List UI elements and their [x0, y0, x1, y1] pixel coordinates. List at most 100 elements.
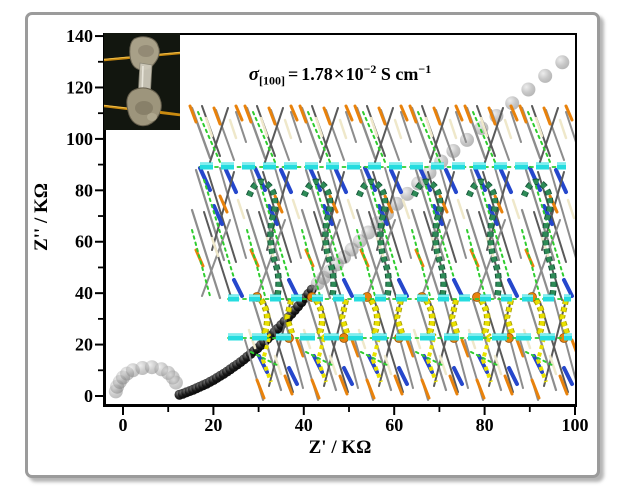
structure-stick — [267, 106, 277, 126]
structure-stick — [558, 374, 569, 396]
structure-stick — [250, 351, 280, 367]
structure-stick — [362, 111, 386, 163]
structure-stick — [401, 198, 411, 220]
value-base: 10 — [345, 64, 364, 84]
structure-stick — [338, 374, 349, 396]
structure-stick — [463, 104, 473, 124]
x-axis-title: Z' / KΩ — [308, 437, 372, 458]
structure-stick — [549, 167, 576, 259]
structure-stick — [408, 104, 418, 124]
structure-bead-chain — [425, 337, 438, 383]
structure-stick — [342, 366, 354, 386]
structure-bead-chain — [424, 298, 436, 339]
structure-stick — [313, 179, 345, 279]
structure-stick — [553, 297, 576, 385]
structure-stick — [283, 118, 293, 140]
value-mantissa: 1.78 — [301, 64, 333, 84]
structure-bead-chain — [394, 299, 405, 337]
structure-stick — [397, 278, 409, 298]
y-tick-label-6: 120 — [66, 77, 93, 97]
structure-stick — [521, 229, 541, 297]
structure-stick — [350, 338, 360, 358]
structure-bead-chain — [260, 337, 273, 383]
structure-stick — [356, 229, 376, 297]
structure-stick — [433, 299, 457, 387]
structure-stick — [454, 104, 464, 122]
structure-stick — [278, 297, 304, 389]
structure-bead-chain — [480, 337, 493, 383]
data-point-low-frequency-tail — [538, 68, 553, 83]
structure-stick — [472, 111, 496, 163]
structure-stick — [307, 111, 331, 163]
paste-shading — [138, 45, 154, 57]
structure-stick — [564, 104, 574, 122]
structure-stick — [494, 167, 522, 259]
structure-stick — [301, 229, 321, 297]
structure-bead-chain — [314, 298, 326, 339]
structure-stick — [420, 378, 431, 400]
structure-stick — [510, 111, 522, 143]
structure-stick — [228, 118, 238, 140]
y-tick-label-2: 40 — [75, 283, 93, 303]
structure-stick — [210, 236, 220, 258]
structure-stick — [479, 116, 489, 138]
data-point-high-frequency-arc — [168, 375, 183, 390]
structure-stick — [493, 354, 503, 376]
structure-stick — [314, 116, 324, 138]
structure-stick — [338, 118, 348, 140]
structure-stick — [209, 107, 229, 163]
x-tick-label-2: 40 — [295, 415, 313, 435]
structure-stick — [452, 278, 464, 298]
data-point-low-frequency-tail — [400, 186, 415, 201]
structure-stick — [456, 198, 466, 220]
data-points-layer — [108, 55, 570, 400]
structure-stick — [211, 171, 235, 251]
structure-stick — [399, 104, 409, 122]
structure-stick — [411, 229, 431, 297]
structure-stick — [378, 299, 402, 387]
structure-stick — [484, 107, 504, 163]
structure-bead-chain — [449, 299, 460, 337]
structure-stick — [190, 208, 222, 300]
structure-stick — [377, 204, 389, 226]
structure-stick — [487, 106, 497, 126]
structure-stick — [236, 198, 246, 220]
structure-stick — [203, 179, 235, 279]
structure-stick — [295, 338, 305, 358]
x-tick-label-3: 60 — [385, 415, 403, 435]
structure-stick — [188, 104, 198, 124]
crystal-photo — [103, 33, 181, 130]
structure-bead-chain — [521, 179, 556, 299]
structure-stick — [534, 116, 544, 138]
structure-stick — [562, 278, 574, 298]
structure-stick — [368, 179, 400, 279]
structure-stick — [393, 374, 404, 396]
sigma-subscript: [100] — [258, 73, 285, 88]
structure-stick — [258, 179, 290, 279]
structure-stick — [323, 299, 347, 387]
crystal-structure-overlay — [188, 104, 576, 401]
structure-stick — [198, 166, 212, 192]
structure-stick — [298, 104, 308, 124]
unit-exponent: −1 — [418, 62, 432, 76]
structure-stick — [432, 204, 444, 226]
structure-stick — [310, 378, 321, 400]
structure-stick — [470, 351, 500, 367]
structure-stick — [219, 167, 247, 259]
structure-stick — [509, 104, 519, 122]
structure-stick — [443, 297, 469, 389]
structure-stick — [566, 198, 576, 220]
unit-label: S cm — [376, 64, 419, 84]
structure-stick — [466, 229, 486, 297]
structure-stick — [405, 338, 415, 358]
structure-bead-chain — [369, 298, 381, 339]
y-tick-label-5: 100 — [66, 129, 93, 149]
structure-stick — [353, 104, 363, 124]
x-tick-label-5: 100 — [562, 415, 589, 435]
structure-stick — [412, 328, 422, 350]
structure-stick — [388, 297, 414, 389]
structure-stick — [511, 198, 521, 220]
structure-stick — [365, 378, 376, 400]
sigma-symbol: σ — [248, 64, 259, 85]
structure-stick — [374, 107, 394, 163]
